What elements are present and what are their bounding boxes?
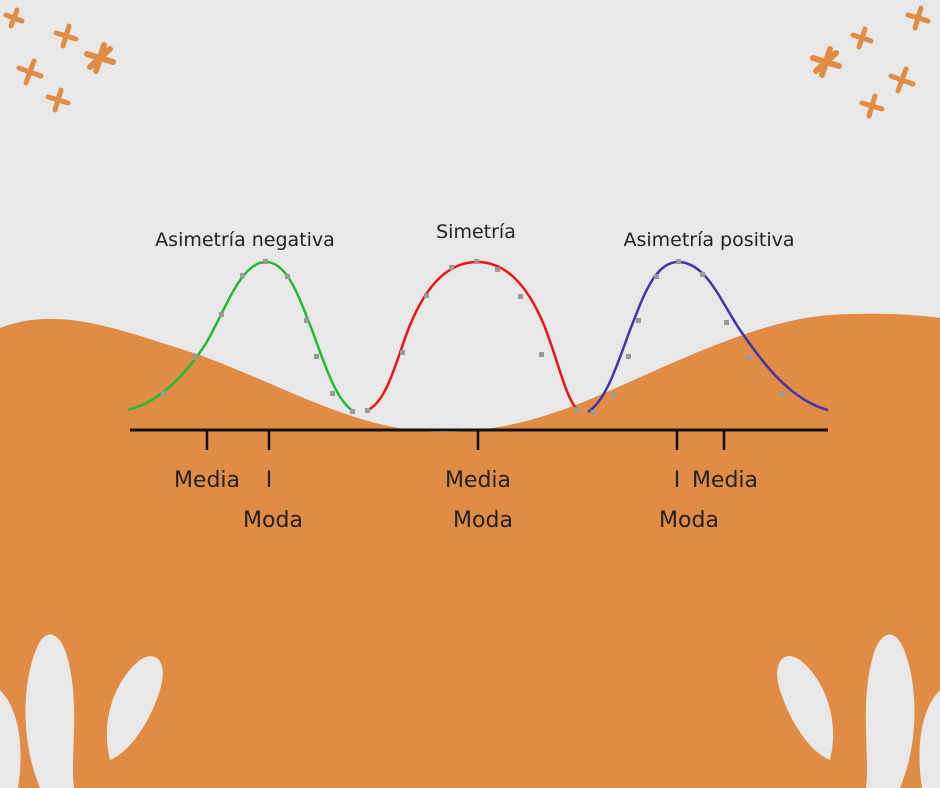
negative-mode-bar: I xyxy=(266,468,273,493)
symmetric-title: Simetría xyxy=(436,221,516,243)
symmetric-mode-label: Moda xyxy=(453,508,513,533)
orange-stars-icon xyxy=(3,7,116,113)
symmetric-curve xyxy=(367,260,579,412)
leaf-icon xyxy=(0,634,163,788)
orange-hill-background xyxy=(0,313,940,788)
positive-skew-curve xyxy=(587,260,829,414)
positive-mode-label: Moda xyxy=(659,508,719,533)
negative-skew-title: Asimetría negativa xyxy=(155,229,335,251)
orange-stars-icon xyxy=(810,5,931,119)
negative-mode-label: Moda xyxy=(243,508,303,533)
positive-skew-title: Asimetría positiva xyxy=(623,229,794,251)
symmetric-mean-label: Media xyxy=(445,468,511,493)
negative-mean-label: Media xyxy=(174,468,240,493)
positive-mode-bar: I xyxy=(674,468,681,493)
positive-mean-label: Media xyxy=(692,468,758,493)
leaf-icon xyxy=(777,634,940,788)
curve-marker-dots xyxy=(161,259,785,415)
